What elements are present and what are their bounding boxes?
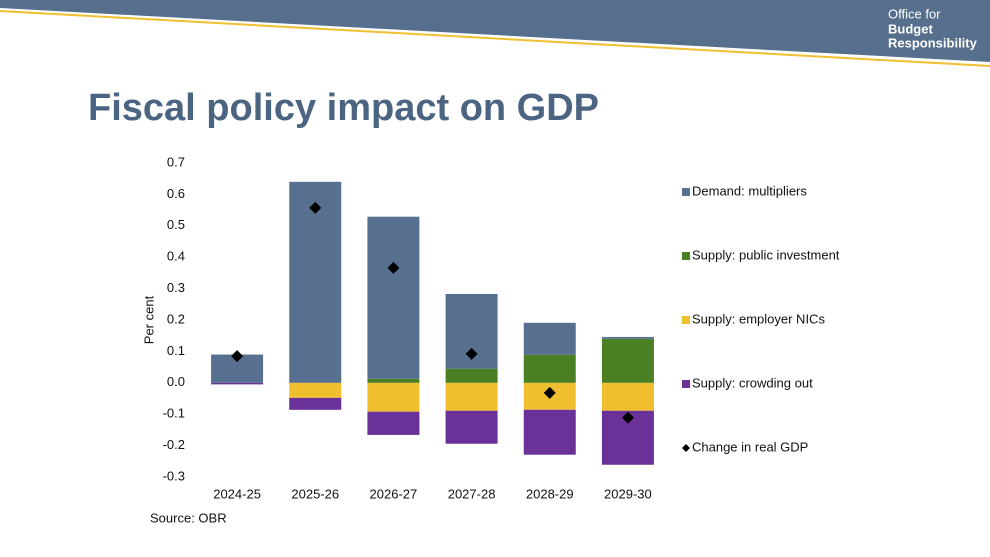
chart-title: Fiscal policy impact on GDP [88,87,599,129]
y-tick-label: 0.6 [167,186,185,201]
header-band [0,0,990,62]
header-rule [0,10,990,67]
y-tick-label: -0.2 [163,437,185,452]
data-point [543,386,556,399]
bar-segment [445,382,498,411]
logo-line: Office for [888,6,941,21]
source-note: Source: OBR [150,510,227,525]
y-tick-label: -0.1 [163,406,185,421]
x-tick-label: 2027-28 [448,486,496,501]
legend-marker [682,252,690,260]
bar-segment [367,411,420,435]
y-tick-label: 0.5 [167,217,185,232]
logo-line: Responsibility [888,35,978,50]
x-tick-label: 2024-25 [213,486,261,501]
y-tick-label: 0.0 [167,374,185,389]
data-point [387,261,400,274]
bar-segment [289,181,342,383]
y-tick-label: -0.3 [163,468,185,483]
bar-segment [367,216,420,379]
bar-segment [601,336,654,339]
legend-label: Supply: employer NICs [692,311,825,326]
legend-marker [682,444,690,452]
y-tick-label: 0.1 [167,343,185,358]
x-tick-label: 2025-26 [291,486,339,501]
bar-segment [523,354,576,383]
bar-segment [445,410,498,444]
data-point [621,411,634,424]
bar-segment [211,382,264,385]
legend-label: Supply: public investment [692,247,840,262]
bar-segment [523,409,576,455]
bar-segment [367,378,420,383]
legend-label: Supply: crowding out [692,375,813,390]
bar-segment [289,382,342,398]
data-point [309,201,322,214]
logo-line: Budget [888,21,933,36]
y-tick-label: 0.7 [167,154,185,169]
bar-segment [601,382,654,411]
bar-segment [367,382,420,412]
x-tick-label: 2028-29 [526,486,574,501]
x-tick-label: 2026-27 [370,486,418,501]
data-point [465,347,478,360]
bar-segment [601,338,654,383]
x-tick-label: 2029-30 [604,486,652,501]
legend-label: Demand: multipliers [692,183,807,198]
bar-segment [289,397,342,410]
legend-marker [682,380,690,388]
y-tick-label: 0.4 [167,249,185,264]
y-tick-label: 0.3 [167,280,185,295]
legend-marker [682,316,690,324]
y-tick-label: 0.2 [167,311,185,326]
bar-segment [523,322,576,355]
y-axis-label: Per cent [141,295,156,344]
bar-segment [445,368,498,383]
legend-marker [682,188,690,196]
data-point [231,350,244,363]
legend-label: Change in real GDP [692,439,808,454]
